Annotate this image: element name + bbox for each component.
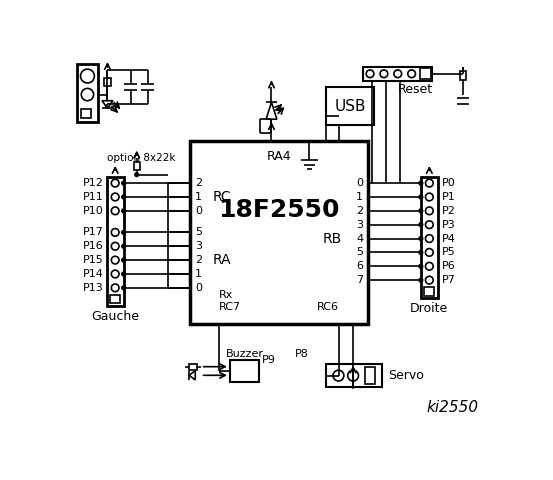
Text: P10: P10	[83, 206, 103, 216]
Bar	[363, 67, 432, 81]
Circle shape	[122, 258, 126, 262]
Text: P2: P2	[442, 206, 456, 216]
Text: option 8x22k: option 8x22k	[107, 153, 176, 163]
Text: 1: 1	[195, 192, 202, 202]
Bar	[326, 364, 382, 387]
Circle shape	[122, 286, 126, 290]
Bar	[190, 141, 368, 324]
Bar	[460, 71, 466, 80]
Text: 2: 2	[356, 206, 363, 216]
Circle shape	[135, 173, 139, 177]
Circle shape	[419, 223, 423, 227]
Bar	[107, 177, 124, 306]
Text: Buzzer: Buzzer	[226, 349, 264, 359]
Bar	[105, 78, 111, 86]
Text: RB: RB	[322, 231, 342, 246]
Text: P11: P11	[83, 192, 103, 202]
Text: 1: 1	[195, 269, 202, 279]
Text: P13: P13	[83, 283, 103, 293]
Bar	[110, 295, 120, 303]
Text: RC6: RC6	[317, 302, 339, 312]
Bar	[134, 162, 140, 170]
Text: P14: P14	[83, 269, 103, 279]
Text: RA4: RA4	[267, 150, 291, 163]
Circle shape	[419, 237, 423, 240]
Text: USB: USB	[334, 98, 366, 114]
Text: Gauche: Gauche	[91, 310, 139, 323]
Circle shape	[419, 278, 423, 282]
Text: 3: 3	[195, 241, 202, 251]
Bar	[81, 109, 91, 119]
Text: P1: P1	[442, 192, 456, 202]
Circle shape	[419, 251, 423, 254]
Circle shape	[122, 209, 126, 213]
Text: RC7: RC7	[219, 302, 241, 312]
Text: Rx: Rx	[219, 290, 233, 300]
Bar	[420, 68, 431, 79]
Text: P12: P12	[83, 178, 103, 188]
Text: P3: P3	[442, 220, 456, 230]
Bar	[230, 360, 259, 382]
Text: 0: 0	[195, 283, 202, 293]
Text: P7: P7	[442, 275, 456, 285]
Text: P16: P16	[83, 241, 103, 251]
Circle shape	[419, 195, 423, 199]
Text: P0: P0	[442, 178, 456, 188]
Text: Droite: Droite	[410, 302, 448, 315]
Bar	[77, 64, 98, 121]
Bar	[421, 177, 438, 298]
Text: P15: P15	[83, 255, 103, 265]
Text: P5: P5	[442, 247, 456, 257]
Bar	[326, 87, 374, 125]
Text: ki2550: ki2550	[426, 400, 478, 416]
Circle shape	[122, 195, 126, 199]
Text: 18F2550: 18F2550	[218, 198, 340, 222]
Bar	[189, 363, 197, 370]
Text: 3: 3	[356, 220, 363, 230]
Text: RC: RC	[213, 190, 232, 204]
Text: 7: 7	[356, 275, 363, 285]
Text: P4: P4	[442, 234, 456, 243]
Circle shape	[122, 181, 126, 185]
Text: 1: 1	[356, 192, 363, 202]
Circle shape	[122, 230, 126, 234]
Text: Servo: Servo	[388, 369, 424, 382]
Text: P9: P9	[262, 355, 275, 365]
Text: 5: 5	[195, 228, 202, 238]
Circle shape	[419, 264, 423, 268]
Text: 0: 0	[195, 206, 202, 216]
Circle shape	[419, 181, 423, 185]
Text: 6: 6	[356, 261, 363, 271]
Bar	[364, 367, 375, 384]
Text: 2: 2	[195, 178, 202, 188]
Circle shape	[122, 272, 126, 276]
Text: RA: RA	[213, 253, 232, 267]
Circle shape	[122, 244, 126, 248]
Text: Reset: Reset	[397, 84, 432, 96]
Text: P8: P8	[295, 349, 309, 359]
Text: P17: P17	[83, 228, 103, 238]
Text: 2: 2	[195, 255, 202, 265]
Circle shape	[419, 209, 423, 213]
Text: 0: 0	[356, 178, 363, 188]
Bar	[424, 287, 434, 296]
Text: P6: P6	[442, 261, 456, 271]
Text: 5: 5	[356, 247, 363, 257]
Text: 4: 4	[356, 234, 363, 243]
